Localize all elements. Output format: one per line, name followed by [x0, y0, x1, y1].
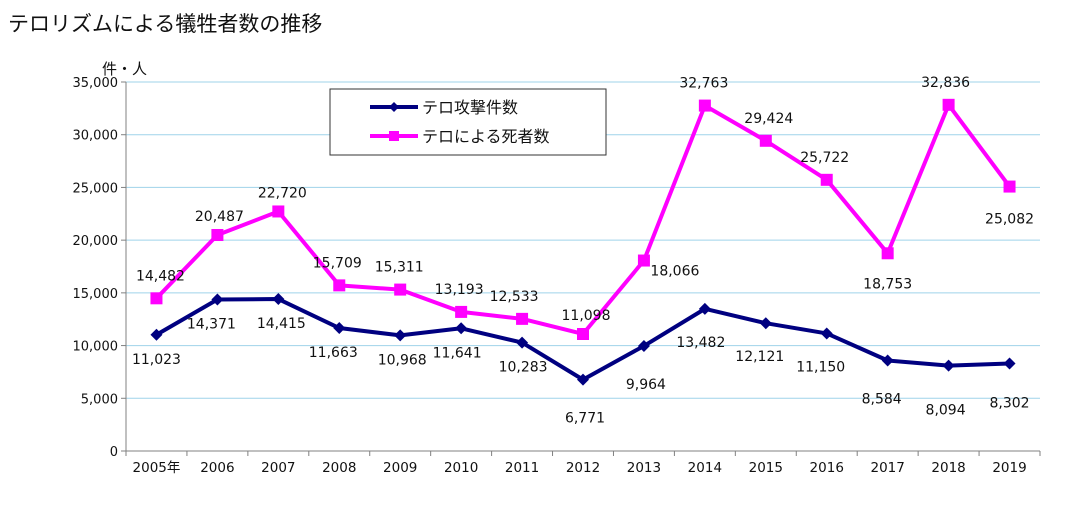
legend-label: テロによる死者数: [422, 127, 550, 146]
data-label: 20,487: [195, 209, 244, 225]
data-point: [698, 302, 711, 315]
data-point: [150, 292, 163, 305]
data-point: [698, 99, 711, 112]
data-label: 8,094: [926, 403, 966, 419]
data-label: 6,771: [565, 411, 605, 427]
x-tick-label: 2012: [566, 460, 600, 476]
y-tick-label: 15,000: [73, 287, 119, 302]
data-point: [272, 205, 285, 218]
y-tick-label: 10,000: [73, 340, 119, 355]
data-label: 13,482: [676, 335, 725, 351]
data-point: [577, 373, 589, 386]
data-point: [577, 327, 589, 340]
data-label: 32,836: [921, 75, 970, 91]
data-label: 11,150: [796, 359, 845, 375]
legend-box: [329, 88, 607, 156]
legend-label: テロ攻撃件数: [422, 98, 518, 117]
data-label: 10,283: [499, 360, 548, 376]
x-tick-label: 2017: [870, 460, 904, 476]
data-point: [333, 322, 346, 335]
data-label: 22,720: [258, 185, 307, 201]
data-label: 8,302: [989, 395, 1029, 411]
data-point: [759, 317, 772, 330]
y-tick-label: 35,000: [73, 76, 119, 91]
x-tick-label: 2011: [505, 460, 539, 476]
data-point: [759, 134, 772, 147]
data-label: 18,066: [650, 264, 699, 280]
data-point: [211, 229, 224, 242]
data-point: [942, 98, 955, 111]
data-label: 25,082: [985, 212, 1034, 228]
data-label: 11,098: [562, 308, 611, 324]
data-point: [820, 327, 833, 340]
x-tick-label: 2019: [992, 460, 1026, 476]
data-label: 11,023: [132, 352, 181, 368]
data-point: [455, 322, 468, 335]
x-tick-label: 2018: [931, 460, 965, 476]
data-point: [881, 247, 894, 260]
x-tick-label: 2016: [810, 460, 844, 476]
data-point: [150, 328, 163, 341]
data-label: 8,584: [862, 392, 902, 408]
data-point: [394, 283, 407, 296]
data-label: 29,424: [744, 111, 793, 127]
y-tick-label: 25,000: [73, 181, 119, 196]
y-axis-label: 件・人: [102, 60, 147, 78]
data-point: [1003, 357, 1016, 370]
data-point: [1003, 180, 1016, 193]
legend-marker: [389, 102, 399, 112]
data-label: 12,121: [735, 349, 784, 365]
data-point: [455, 305, 468, 318]
data-label: 13,193: [435, 282, 484, 298]
data-label: 11,641: [433, 345, 482, 361]
data-point: [272, 293, 285, 306]
chart-title: テロリズムによる犠牲者数の推移: [8, 12, 323, 36]
data-point: [333, 279, 346, 292]
data-point: [881, 354, 894, 367]
data-label: 25,722: [800, 150, 849, 166]
data-label: 18,753: [863, 276, 912, 292]
x-tick-label: 2007: [261, 460, 295, 476]
data-label: 15,311: [375, 260, 424, 276]
data-label: 32,763: [679, 76, 728, 92]
y-tick-label: 30,000: [73, 129, 119, 144]
y-tick-label: 5,000: [81, 392, 118, 407]
x-tick-label: 2009: [383, 460, 417, 476]
data-point: [394, 329, 407, 342]
data-point: [516, 336, 529, 349]
data-point: [516, 312, 529, 325]
x-tick-label: 2008: [322, 460, 356, 476]
data-label: 14,371: [187, 316, 236, 332]
x-tick-label: 2013: [627, 460, 661, 476]
x-tick-label: 2010: [444, 460, 478, 476]
data-point: [637, 254, 650, 267]
x-tick-label: 2014: [688, 460, 722, 476]
data-label: 14,415: [257, 316, 306, 332]
data-label: 11,663: [309, 345, 358, 361]
y-tick-label: 20,000: [73, 234, 119, 249]
y-tick-label: 0: [110, 445, 118, 460]
legend-marker: [389, 131, 399, 141]
x-tick-label: 2015: [749, 460, 783, 476]
data-point: [820, 173, 833, 186]
data-point: [637, 339, 650, 352]
data-point: [211, 293, 224, 306]
data-label: 14,482: [136, 268, 185, 284]
x-tick-label: 2006: [200, 460, 234, 476]
data-label: 9,964: [626, 377, 666, 393]
data-label: 10,968: [378, 352, 427, 368]
x-tick-label: 2005年: [133, 460, 181, 476]
data-label: 15,709: [313, 255, 362, 271]
data-point: [942, 359, 955, 372]
data-label: 12,533: [490, 289, 539, 305]
